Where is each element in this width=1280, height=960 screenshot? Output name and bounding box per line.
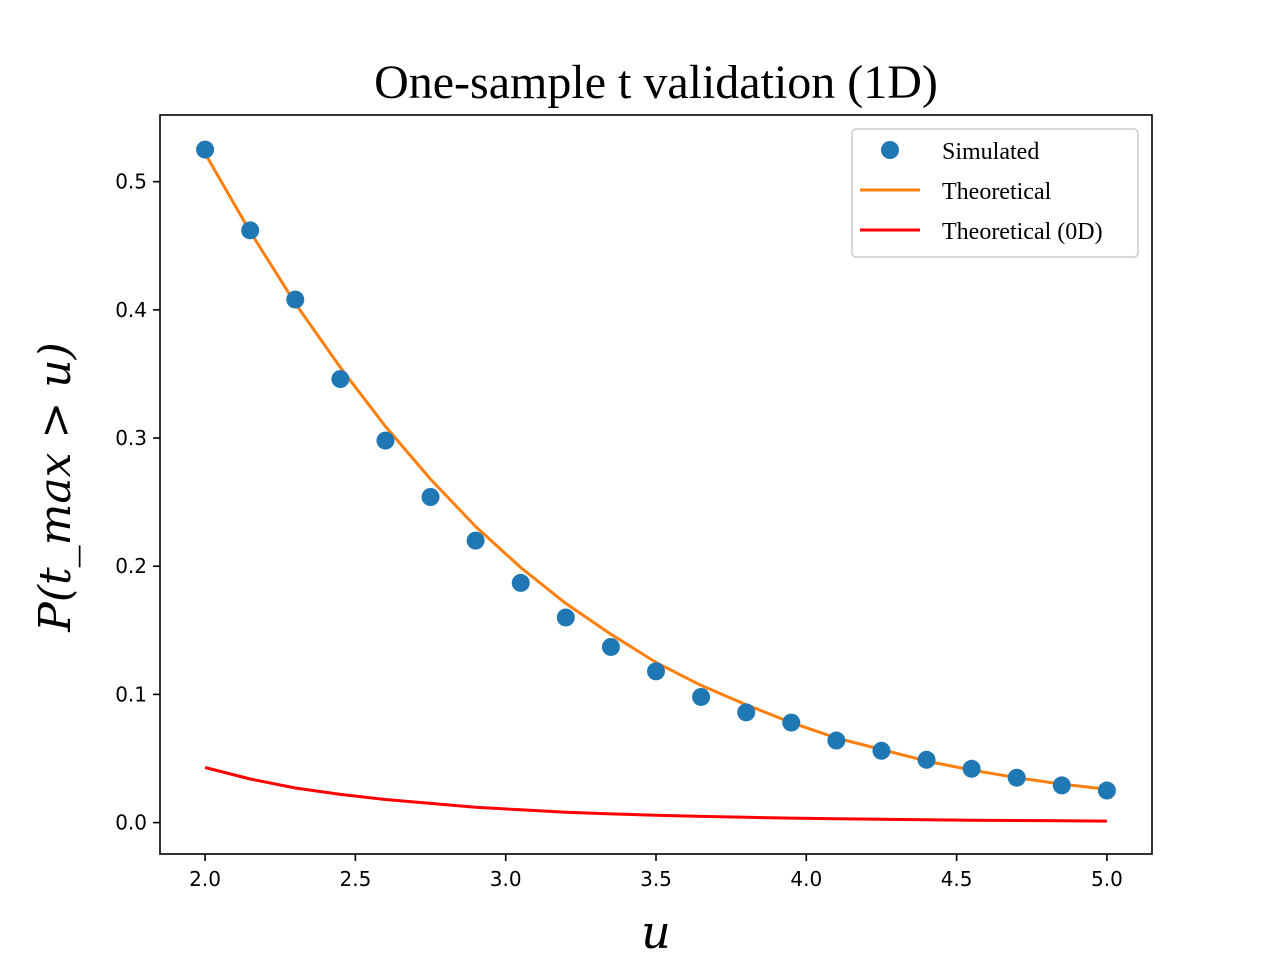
legend-box	[851, 128, 1139, 258]
data-point-simulated	[511, 573, 530, 592]
y-axis: 0.0 0.1 0.2 0.3 0.4 0.5	[115, 170, 160, 835]
legend-label-theoretical-0d: Theoretical (0D)	[942, 219, 1103, 245]
data-point-simulated	[827, 731, 846, 750]
data-point-simulated	[286, 290, 305, 309]
x-tick-label: 3.5	[640, 867, 672, 891]
data-point-simulated	[1007, 768, 1026, 787]
y-tick-label: 0.1	[115, 682, 147, 706]
data-point-simulated	[1097, 781, 1116, 800]
series-line-theoretical-0d	[204, 766, 1107, 823]
legend-marker-simulated	[881, 141, 899, 159]
y-tick-label: 0.4	[115, 298, 147, 322]
data-point-simulated	[782, 713, 801, 732]
data-point-simulated	[241, 221, 260, 240]
legend: Simulated Theoretical Theoretical (0D)	[851, 128, 1139, 258]
data-point-simulated	[556, 608, 575, 627]
x-tick-label: 3.0	[490, 867, 522, 891]
y-tick-label: 0.2	[115, 554, 147, 578]
data-point-simulated	[692, 687, 711, 706]
x-axis: 2.0 2.5 3.0 3.5 4.0 4.5 5.0	[189, 854, 1123, 891]
data-point-simulated	[376, 431, 395, 450]
x-tick-label: 5.0	[1091, 867, 1123, 891]
x-tick-label: 4.5	[941, 867, 973, 891]
data-point-simulated	[872, 741, 891, 760]
x-axis-label: u	[641, 905, 671, 959]
series-layer	[196, 140, 1116, 823]
data-point-simulated	[647, 662, 665, 681]
x-tick-label: 2.0	[189, 867, 221, 891]
data-point-simulated	[466, 531, 485, 550]
y-tick-label: 0.3	[115, 426, 147, 450]
data-point-simulated	[962, 759, 981, 778]
x-tick-label: 4.0	[790, 867, 822, 891]
y-axis-label: P(t_max > u)	[30, 342, 81, 633]
legend-label-simulated: Simulated	[942, 139, 1039, 165]
data-point-simulated	[421, 487, 440, 506]
x-tick-label: 2.5	[339, 867, 371, 891]
data-point-simulated	[196, 140, 215, 159]
data-point-simulated	[331, 370, 350, 389]
y-tick-label: 0.5	[115, 170, 147, 194]
chart-title: One-sample t validation (1D)	[374, 56, 938, 109]
legend-label-theoretical: Theoretical	[942, 179, 1052, 205]
data-point-simulated	[1052, 776, 1071, 795]
data-point-simulated	[917, 750, 936, 769]
y-tick-label: 0.0	[115, 811, 147, 835]
data-point-simulated	[601, 637, 620, 656]
data-point-simulated	[737, 703, 756, 722]
